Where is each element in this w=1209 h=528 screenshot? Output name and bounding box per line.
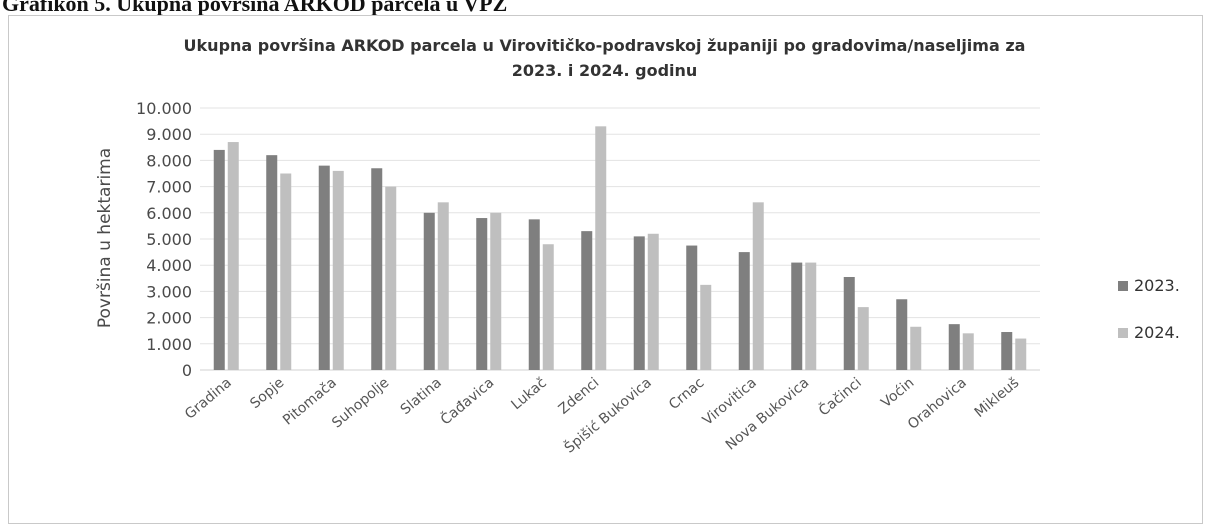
bar-series1 bbox=[424, 213, 435, 370]
x-tick-label: Čađavica bbox=[437, 373, 498, 428]
y-axis-title: Površina u hektarima bbox=[95, 148, 115, 328]
bar-series1 bbox=[529, 219, 540, 370]
y-tick-label: 2.000 bbox=[146, 309, 192, 328]
bar-series1 bbox=[371, 168, 382, 370]
legend: 2023. 2024. bbox=[1118, 276, 1180, 342]
bar-series2 bbox=[1015, 339, 1026, 370]
y-axis-ticks: 0 1.000 2.000 3.000 4.000 5.000 6.000 7.000 8.00… bbox=[136, 99, 192, 380]
bar-series1 bbox=[1001, 332, 1012, 370]
bar-series2 bbox=[280, 174, 291, 371]
x-tick-label: Zdenci bbox=[556, 375, 603, 418]
y-tick-label: 3.000 bbox=[146, 282, 192, 301]
x-tick-label: Crnac bbox=[666, 375, 707, 413]
bar-series1 bbox=[581, 231, 592, 370]
bar-series2 bbox=[490, 213, 501, 370]
legend-label: 2023. bbox=[1134, 276, 1180, 295]
y-tick-label: 10.000 bbox=[136, 99, 192, 118]
y-tick-label: 4.000 bbox=[146, 256, 192, 275]
bar-series1 bbox=[844, 277, 855, 370]
x-tick-label: Sopje bbox=[247, 375, 287, 412]
x-tick-label: Lukač bbox=[508, 375, 549, 413]
bar-series2 bbox=[228, 142, 239, 370]
bar-series1 bbox=[686, 246, 697, 370]
y-tick-label: 5.000 bbox=[146, 230, 192, 249]
bar-series2 bbox=[385, 187, 396, 370]
bar-series2 bbox=[648, 234, 659, 370]
bar-series1 bbox=[634, 236, 645, 370]
bar-series1 bbox=[949, 324, 960, 370]
bar-series2 bbox=[438, 202, 449, 370]
x-tick-label: Orahovica bbox=[905, 375, 970, 433]
y-tick-label: 8.000 bbox=[146, 151, 192, 170]
x-tick-label: Slatina bbox=[398, 375, 445, 418]
legend-label: 2024. bbox=[1134, 323, 1180, 342]
bar-series1 bbox=[791, 263, 802, 370]
bar-series2 bbox=[858, 307, 869, 370]
x-tick-label: Mikleuš bbox=[972, 375, 1023, 421]
bar-series2 bbox=[333, 171, 344, 370]
bar-series2 bbox=[595, 126, 606, 370]
bar-series2 bbox=[805, 263, 816, 370]
bar-series2 bbox=[543, 244, 554, 370]
y-tick-label: 0 bbox=[182, 361, 192, 380]
bar-series1 bbox=[739, 252, 750, 370]
bar-series2 bbox=[700, 285, 711, 370]
y-tick-label: 1.000 bbox=[146, 335, 192, 354]
bar-series2 bbox=[910, 327, 921, 370]
x-tick-label: Voćin bbox=[878, 375, 917, 411]
bar-series2 bbox=[753, 202, 764, 370]
bar-series1 bbox=[896, 299, 907, 370]
y-tick-label: 7.000 bbox=[146, 178, 192, 197]
bar-series2 bbox=[963, 333, 974, 370]
x-tick-label: Čačinci bbox=[815, 373, 865, 419]
bar-series1 bbox=[476, 218, 487, 370]
x-tick-label: Gradina bbox=[182, 375, 235, 423]
bar-series1 bbox=[319, 166, 330, 370]
y-tick-label: 6.000 bbox=[146, 204, 192, 223]
bar-series1 bbox=[214, 150, 225, 370]
bar-series1 bbox=[266, 155, 277, 370]
x-tick-label: Špišić Bukovica bbox=[560, 373, 654, 456]
x-tick-label: Suhopolje bbox=[329, 375, 392, 432]
bars bbox=[214, 126, 1027, 370]
legend-swatch bbox=[1118, 281, 1128, 291]
legend-swatch bbox=[1118, 328, 1128, 338]
y-tick-label: 9.000 bbox=[146, 125, 192, 144]
